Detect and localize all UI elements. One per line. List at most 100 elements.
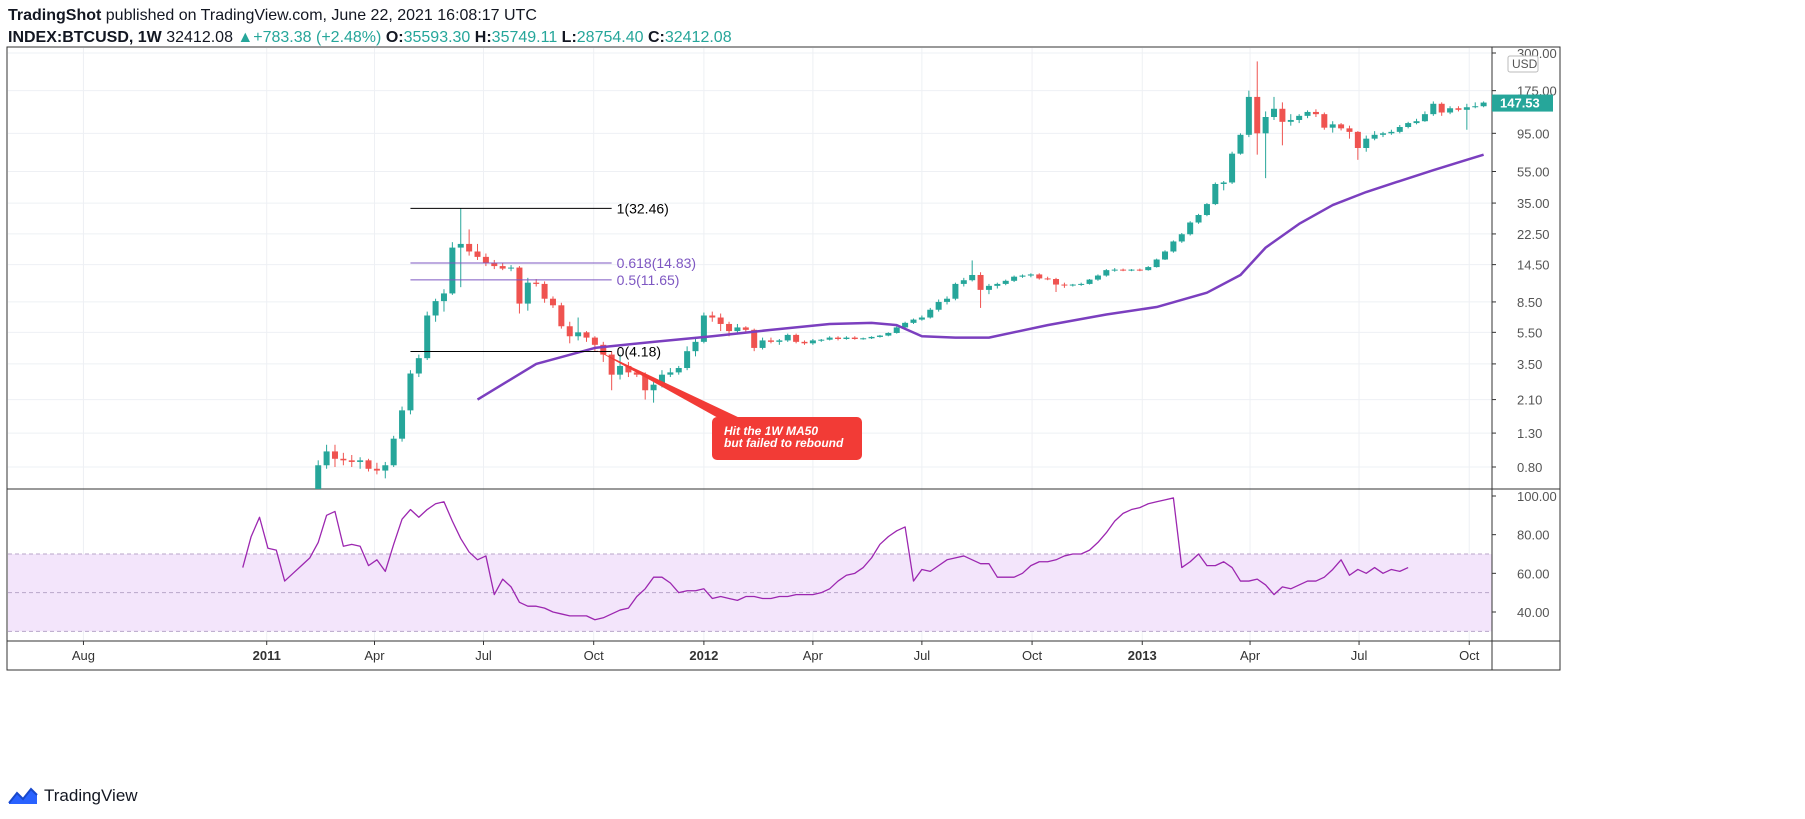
candle [985,283,992,295]
candle-body [1069,284,1076,286]
candle [549,296,556,308]
candle-body [440,293,447,302]
candle-body [1380,133,1387,135]
candle [1128,269,1135,272]
candle [440,289,447,312]
candle-body [1187,222,1194,235]
candle-body [466,243,473,252]
currency-badge[interactable] [1507,55,1539,73]
candle [466,229,473,256]
candle [1103,269,1110,277]
candle [541,281,548,303]
candle [1069,283,1076,287]
candle-body [315,465,322,489]
price-tick-label: 3.50 [1517,357,1542,372]
candle-body [1254,96,1261,134]
time-tick-label: Jul [914,648,931,663]
candle-body [692,341,699,352]
candle-body [399,410,406,439]
price-tick-label: 95.00 [1517,126,1550,141]
candle [1061,282,1068,288]
candle-body [860,338,867,340]
time-tick-label: 2013 [1128,648,1157,663]
candle [918,315,925,321]
candle [340,452,347,466]
rsi-tick-label: 60.00 [1517,566,1550,581]
candle-body [1296,115,1303,120]
time-tick-label: Jul [475,648,492,663]
candle [625,361,632,378]
candle-body [1103,270,1110,276]
candle [1178,233,1185,243]
candle-body [1002,280,1009,284]
candle [1279,102,1286,146]
candle [516,266,523,314]
close-value: 32412.08 [664,29,732,46]
open-label: O: [385,29,404,46]
fib-level-label: 1(32.46) [617,200,669,216]
candle [1153,258,1160,268]
candle-body [382,465,389,471]
candle [851,336,858,340]
candle-body [667,372,674,375]
candle [1220,181,1227,191]
symbol-info: INDEX:BTCUSD, 1W 32412.08 ▲+783.38 (+2.4… [8,29,732,47]
candle-body [600,344,607,355]
candle [1321,112,1328,130]
candle-body [977,274,984,290]
candle-body [373,468,380,471]
candle [575,317,582,341]
price-tick-label: 14.50 [1517,258,1550,273]
candle [491,259,498,270]
candle-body [1271,108,1278,118]
candle [1011,275,1018,283]
footer-brand[interactable]: TradingView [8,786,138,806]
candle [617,354,624,380]
candle-body [944,298,951,302]
candle-body [843,337,850,339]
symbol-name[interactable]: INDEX:BTCUSD, 1W [8,29,162,46]
candle-body [583,332,590,338]
candle-body [952,283,959,299]
candle-body [1279,108,1286,122]
candle-body [1044,278,1051,280]
candle [357,457,364,469]
candle-body [776,340,783,342]
price-tick-label: 35.00 [1517,196,1550,211]
candle [1162,250,1169,260]
candle [1245,90,1252,138]
candle-body [726,323,733,332]
candle-body [818,339,825,341]
candle-body [985,285,992,290]
ma50-line [476,153,1484,401]
candle-body [533,282,540,284]
candle-body [709,315,716,318]
candle [793,333,800,344]
time-tick-label: Apr [364,648,385,663]
candle-body [625,365,632,373]
candle-body [516,267,523,304]
candle-body [642,374,649,391]
price-tick-label: 2.10 [1517,393,1542,408]
candle [944,296,951,305]
candle [1447,106,1454,115]
candle-body [1086,279,1093,284]
publish-info: TradingShot published on TradingView.com… [8,7,537,25]
candle [709,311,716,322]
candle [684,346,691,371]
candle [315,460,322,489]
change-arrow-icon: ▲ [237,29,254,46]
candle-body [340,458,347,461]
price-tick-label: 0.80 [1517,460,1542,475]
fib-level-label: 0.618(14.83) [617,255,696,271]
candle-body [960,280,967,284]
candle-body [742,327,749,330]
candle [1405,121,1412,129]
author-name[interactable]: TradingShot [8,7,102,24]
candle-body [1178,234,1185,242]
candle-body [994,283,1001,286]
candle [424,311,431,361]
last-price-badge-label: 147.53 [1500,96,1540,111]
